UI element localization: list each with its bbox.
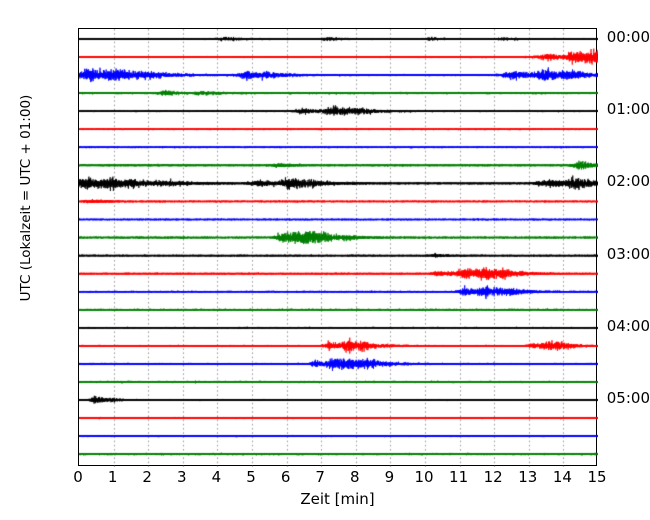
x-tick-13: 13 (518, 468, 538, 486)
y-tick-04-00: 04:00 (606, 316, 650, 335)
plot-area (78, 28, 598, 467)
x-tick-11: 11 (449, 468, 469, 486)
y-axis-label: UTC (Lokalzeit = UTC + 01:00) (18, 94, 34, 302)
y-tick-00-00: 00:00 (606, 28, 650, 46)
x-tick-10: 10 (414, 468, 434, 486)
x-tick-14: 14 (552, 468, 572, 486)
x-tick-15: 15 (587, 468, 607, 486)
x-tick-2: 2 (142, 468, 152, 486)
x-tick-0: 0 (73, 468, 83, 486)
x-tick-8: 8 (350, 468, 360, 486)
y-tick-03-00: 03:00 (606, 244, 650, 263)
x-tick-6: 6 (280, 468, 291, 486)
x-axis-label: Zeit [min] (300, 490, 375, 508)
x-tick-5: 5 (246, 468, 256, 486)
y-tick-01-00: 01:00 (606, 100, 650, 119)
waveform-canvas (79, 29, 598, 467)
x-tick-1: 1 (107, 468, 118, 486)
y-tick-02-00: 02:00 (606, 172, 650, 191)
y-tick-05-00: 05:00 (606, 389, 650, 407)
x-tick-12: 12 (483, 468, 503, 486)
x-tick-9: 9 (384, 468, 395, 486)
x-tick-7: 7 (315, 468, 325, 486)
x-tick-4: 4 (211, 468, 222, 486)
x-tick-3: 3 (177, 468, 187, 486)
